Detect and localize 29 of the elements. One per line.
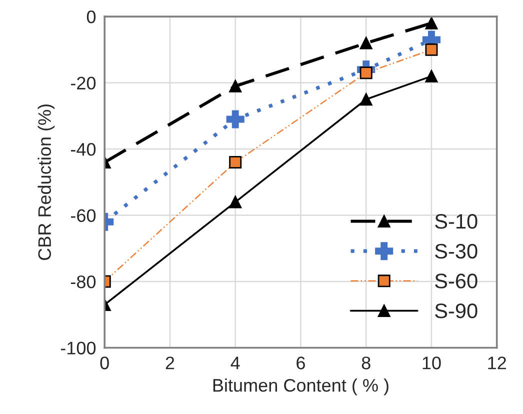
point	[360, 66, 372, 80]
x-tick-label: 10	[422, 356, 441, 370]
point	[425, 16, 438, 30]
point	[229, 156, 242, 169]
point	[229, 196, 242, 208]
legend-label: S-90	[435, 304, 478, 318]
y-tick-label: -40	[70, 142, 96, 156]
x-tick-label: 12	[488, 356, 506, 370]
point	[229, 80, 242, 92]
x-tick-label: 8	[362, 356, 370, 370]
legend-label: S-60	[435, 274, 478, 288]
y-tick-label: -100	[60, 342, 96, 354]
x-axis-title: Bitumen Content ( % )	[213, 378, 388, 396]
point	[226, 110, 244, 128]
x-tick-label: 4	[230, 356, 240, 370]
point	[425, 70, 438, 82]
point	[360, 36, 372, 50]
point	[360, 93, 372, 106]
y-tick-label: -80	[70, 275, 96, 288]
point	[425, 43, 438, 56]
legend-label: S-30	[435, 244, 478, 259]
y-tick-label: -60	[70, 209, 96, 222]
y-axis-title: CBR Reduction (%)	[38, 104, 55, 260]
y-tick-label: 0	[86, 10, 96, 24]
x-tick-label: 2	[166, 356, 174, 370]
x-tick-label: 6	[296, 356, 305, 370]
x-tick-label: 0	[100, 356, 109, 370]
y-tick-label: -20	[70, 76, 96, 90]
legend-label: S-10	[435, 214, 478, 229]
